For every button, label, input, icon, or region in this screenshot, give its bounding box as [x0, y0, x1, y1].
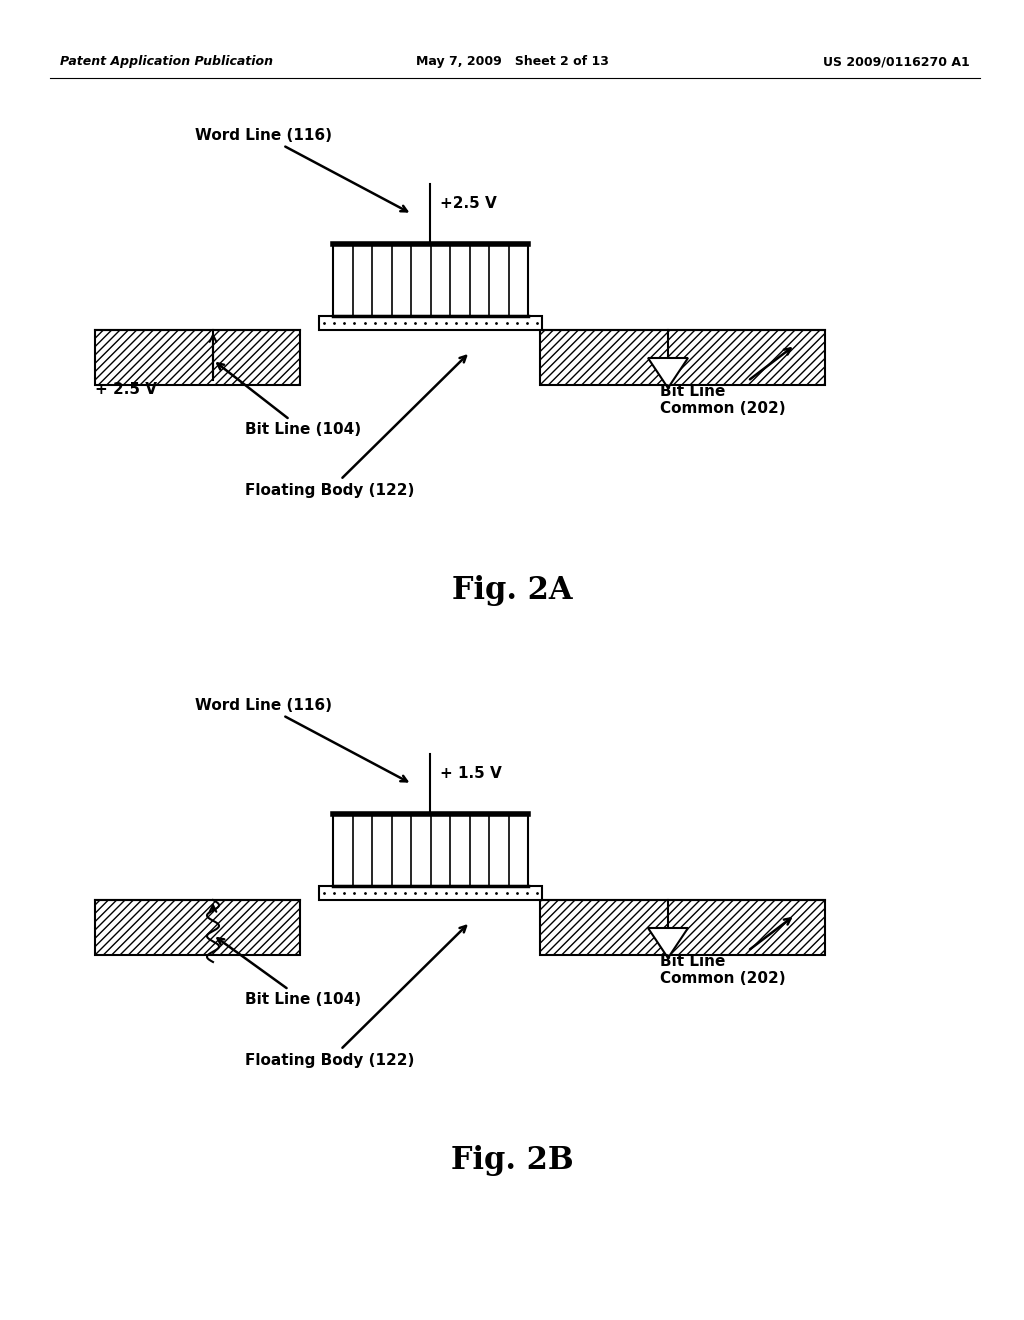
- Text: Bit Line (104): Bit Line (104): [217, 363, 361, 437]
- Bar: [319, 886, 542, 900]
- Text: Word Line (116): Word Line (116): [195, 697, 408, 781]
- Polygon shape: [648, 928, 688, 958]
- Text: Fig. 2B: Fig. 2B: [451, 1144, 573, 1176]
- Polygon shape: [648, 358, 688, 388]
- Text: US 2009/0116270 A1: US 2009/0116270 A1: [823, 55, 970, 69]
- Text: Patent Application Publication: Patent Application Publication: [60, 55, 273, 69]
- Text: Bit Line
Common (202): Bit Line Common (202): [660, 348, 791, 416]
- Text: Bit Line (104): Bit Line (104): [217, 939, 361, 1007]
- Bar: [95, 330, 300, 385]
- Text: + 1.5 V: + 1.5 V: [440, 767, 502, 781]
- Text: Floating Body (122): Floating Body (122): [246, 356, 466, 498]
- Bar: [333, 244, 528, 315]
- Text: Word Line (116): Word Line (116): [195, 128, 408, 211]
- Bar: [540, 330, 825, 385]
- Text: +2.5 V: +2.5 V: [440, 197, 497, 211]
- Text: Bit Line
Common (202): Bit Line Common (202): [660, 919, 791, 986]
- Text: + 2.5 V: + 2.5 V: [95, 383, 157, 397]
- Text: Fig. 2A: Fig. 2A: [452, 574, 572, 606]
- Bar: [95, 900, 300, 954]
- Bar: [319, 315, 542, 330]
- Text: May 7, 2009   Sheet 2 of 13: May 7, 2009 Sheet 2 of 13: [416, 55, 608, 69]
- Bar: [540, 900, 825, 954]
- Text: Floating Body (122): Floating Body (122): [246, 925, 466, 1068]
- Bar: [333, 814, 528, 886]
